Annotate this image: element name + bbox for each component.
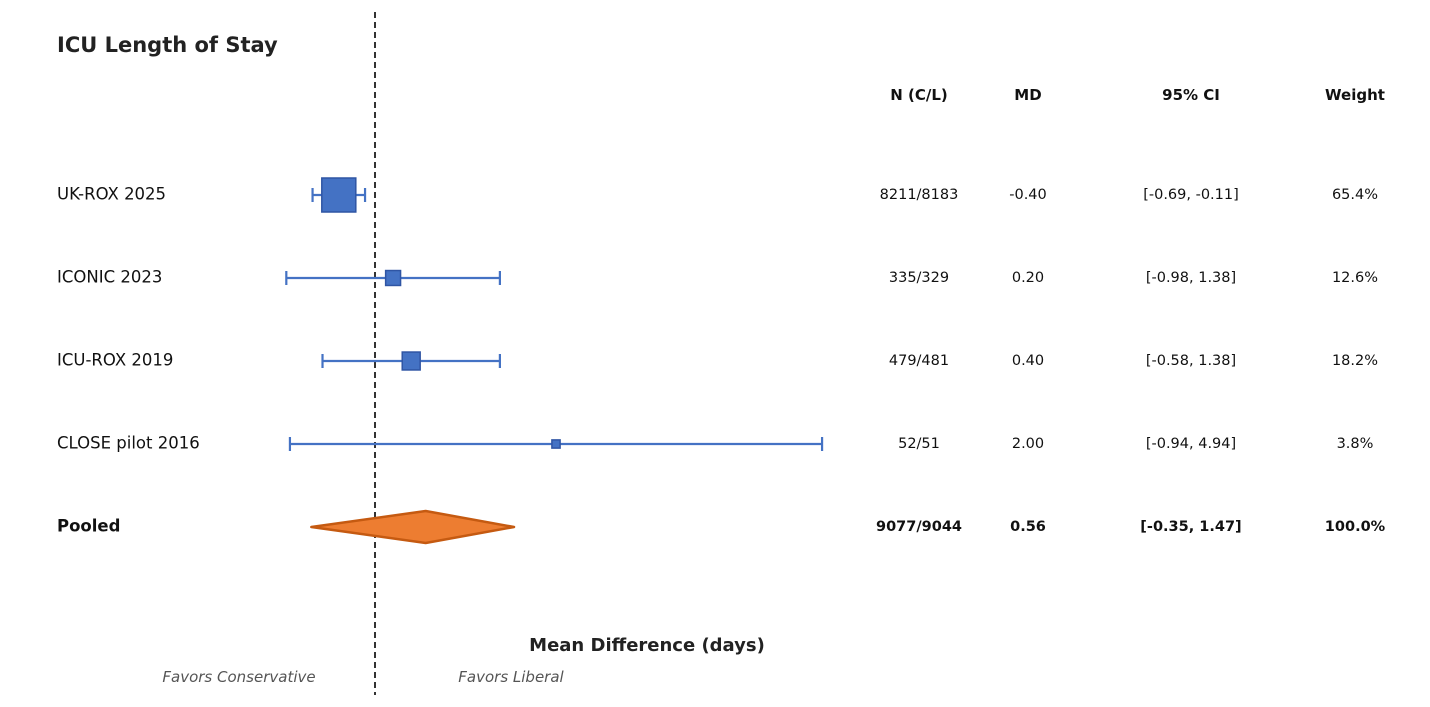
- cell-md: 2.00: [1012, 436, 1044, 452]
- cell-md: -0.40: [1009, 187, 1047, 203]
- cell-weight: 3.8%: [1337, 436, 1374, 452]
- cell-md: 0.40: [1012, 353, 1044, 369]
- effect-square: [551, 439, 561, 449]
- effect-square: [321, 177, 357, 213]
- cell-n: 479/481: [889, 353, 949, 369]
- pooled-cell-n: 9077/9044: [876, 519, 962, 535]
- cell-n: 52/51: [898, 436, 940, 452]
- cell-weight: 18.2%: [1332, 353, 1378, 369]
- pooled-cell-ci: [-0.35, 1.47]: [1140, 519, 1241, 535]
- column-header-weight: Weight: [1325, 86, 1385, 104]
- chart-title: ICU Length of Stay: [57, 33, 278, 57]
- favors-conservative-label: Favors Conservative: [162, 668, 315, 686]
- cell-weight: 12.6%: [1332, 270, 1378, 286]
- study-label: ICONIC 2023: [57, 268, 162, 287]
- cell-ci: [-0.98, 1.38]: [1146, 270, 1236, 286]
- cell-md: 0.20: [1012, 270, 1044, 286]
- cell-n: 8211/8183: [880, 187, 959, 203]
- cell-ci: [-0.94, 4.94]: [1146, 436, 1236, 452]
- cell-weight: 65.4%: [1332, 187, 1378, 203]
- column-header-n: N (C/L): [890, 86, 948, 104]
- pooled-label: Pooled: [57, 517, 120, 536]
- study-label: UK-ROX 2025: [57, 185, 166, 204]
- study-label: ICU-ROX 2019: [57, 351, 173, 370]
- study-rows: UK-ROX 2025 8211/8183 -0.40 [-0.69, -0.11] 6…: [57, 177, 1386, 545]
- effect-square: [401, 351, 421, 371]
- effect-square: [384, 269, 402, 287]
- x-axis-label: Mean Difference (days): [529, 635, 765, 656]
- cell-ci: [-0.58, 1.38]: [1146, 353, 1236, 369]
- pooled-cell-md: 0.56: [1010, 519, 1046, 535]
- study-label: CLOSE pilot 2016: [57, 434, 200, 453]
- column-header-ci: 95% CI: [1162, 86, 1220, 104]
- pooled-diamond: [310, 509, 516, 545]
- column-header-md: MD: [1014, 86, 1041, 104]
- pooled-cell-weight: 100.0%: [1325, 519, 1386, 535]
- cell-n: 335/329: [889, 270, 949, 286]
- favors-liberal-label: Favors Liberal: [458, 668, 564, 686]
- cell-ci: [-0.69, -0.11]: [1143, 187, 1239, 203]
